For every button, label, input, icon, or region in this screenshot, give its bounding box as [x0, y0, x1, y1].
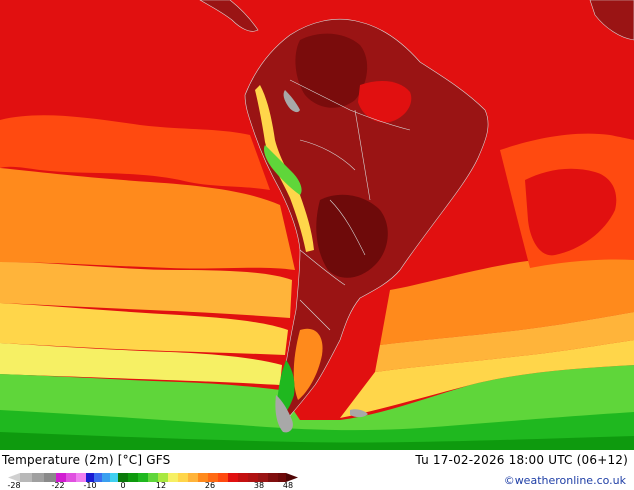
product-title: Temperature (2m) [°C] GFS: [2, 453, 171, 467]
light-orange-band-atlantic: [375, 312, 634, 372]
andes-green-patch: [263, 145, 302, 195]
yellow-band-atlantic: [340, 340, 634, 418]
deepest-green-band: [0, 432, 634, 450]
grey-southern-tip: [275, 395, 293, 433]
hot-core-north: [295, 33, 368, 108]
tick-label: -28: [7, 481, 21, 490]
orange-band-atlantic: [380, 252, 634, 345]
tick-label: 38: [253, 481, 265, 490]
warm-patch-brazil: [358, 80, 412, 123]
credit-link[interactable]: ©weatheronline.co.uk: [503, 474, 626, 487]
orange-patch-patagonia: [293, 328, 323, 400]
grey-highland-patch: [283, 90, 300, 113]
temperature-colorbar: [8, 473, 298, 482]
colorbar-ticks: -28 -22 -10 0 12 26 38 48: [0, 482, 320, 490]
tick-label: -10: [83, 481, 97, 490]
orange-band-pacific-south: [0, 168, 295, 270]
central-america-land: [199, 0, 259, 32]
hottest-core: [316, 194, 388, 278]
light-orange-band-pacific: [0, 262, 292, 318]
tick-label: 0: [120, 481, 126, 490]
yellow-band-pacific: [0, 303, 288, 355]
tick-label: 26: [204, 481, 216, 490]
red-patch-atlantic: [525, 168, 617, 256]
tick-label: -22: [51, 481, 65, 490]
tick-label: 48: [282, 481, 294, 490]
temperature-map: [0, 0, 634, 450]
pale-yellow-band-pacific: [0, 343, 282, 385]
tick-label: 12: [155, 481, 167, 490]
orange-band-pacific-north: [0, 115, 270, 190]
map-footer: [0, 450, 634, 490]
country-borders: [289, 79, 411, 331]
valid-time: Tu 17-02-2026 18:00 UTC (06+12): [415, 453, 628, 467]
grey-island: [350, 409, 368, 418]
